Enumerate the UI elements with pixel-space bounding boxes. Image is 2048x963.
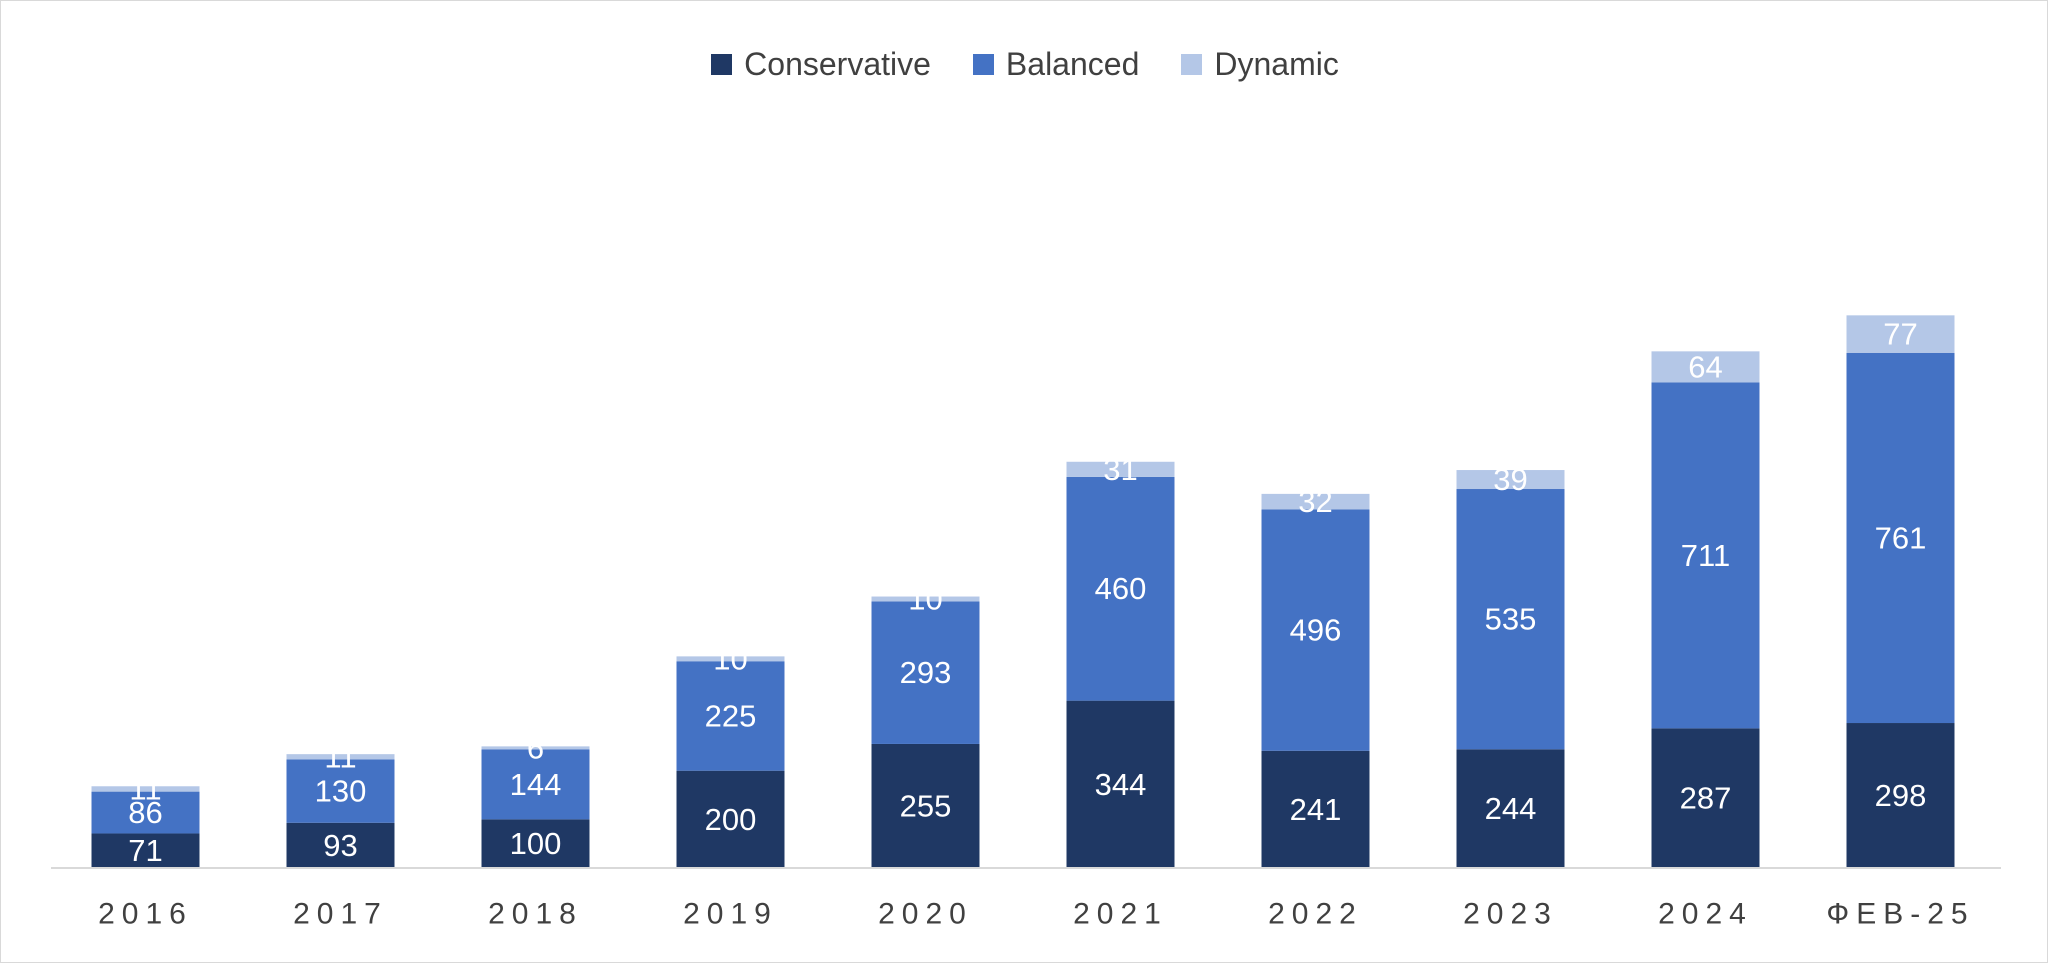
data-label-dynamic-4: 10 — [908, 581, 942, 616]
bar-balanced-1 — [286, 759, 395, 823]
bar-dynamic-3 — [676, 656, 785, 662]
x-tick-label-8: 2024 — [1658, 898, 1753, 931]
x-tick-label-7: 2023 — [1463, 898, 1558, 931]
bar-conservative-9 — [1846, 723, 1955, 868]
x-tick-label-4: 2020 — [878, 898, 973, 931]
bar-dynamic-4 — [871, 596, 980, 602]
bar-conservative-5 — [1066, 700, 1175, 868]
legend-item-dynamic: Dynamic — [1181, 45, 1339, 83]
bar-balanced-0 — [91, 791, 200, 834]
legend-label-dynamic: Dynamic — [1214, 45, 1339, 82]
legend-label-balanced: Balanced — [1005, 45, 1140, 82]
data-label-dynamic-1: 11 — [324, 739, 356, 774]
bar-dynamic-2 — [481, 746, 590, 750]
bar-balanced-9 — [1846, 352, 1955, 724]
legend-swatch-conservative — [711, 53, 733, 75]
data-label-dynamic-2: 6 — [527, 730, 544, 765]
data-label-conservative-9: 298 — [1875, 778, 1927, 813]
data-label-balanced-1: 130 — [315, 774, 367, 809]
bar-conservative-2 — [481, 819, 590, 868]
x-tick-label-2: 2018 — [488, 898, 583, 931]
x-tick-label-5: 2021 — [1073, 898, 1168, 931]
bar-balanced-3 — [676, 661, 785, 771]
data-label-conservative-6: 241 — [1290, 792, 1342, 827]
data-label-conservative-0: 71 — [128, 833, 162, 868]
bar-balanced-7 — [1456, 489, 1565, 750]
data-label-balanced-0: 86 — [128, 795, 162, 830]
bar-conservative-3 — [676, 770, 785, 868]
bar-balanced-2 — [481, 749, 590, 820]
data-label-dynamic-5: 31 — [1103, 452, 1137, 487]
bar-balanced-8 — [1651, 382, 1760, 729]
data-label-conservative-1: 93 — [323, 828, 357, 863]
bar-dynamic-8 — [1651, 351, 1760, 383]
bar-balanced-6 — [1261, 509, 1370, 751]
x-tick-label-6: 2022 — [1268, 898, 1363, 931]
data-label-dynamic-8: 64 — [1688, 349, 1722, 384]
bar-dynamic-6 — [1261, 493, 1370, 510]
data-label-balanced-3: 225 — [705, 698, 757, 733]
chart-legend: Conservative Balanced Dynamic — [1, 39, 2048, 89]
bar-dynamic-9 — [1846, 315, 1955, 353]
data-label-balanced-2: 144 — [510, 767, 562, 802]
bar-dynamic-0 — [91, 786, 200, 792]
x-tick-label-3: 2019 — [683, 898, 778, 931]
data-label-dynamic-0: 11 — [129, 771, 161, 806]
x-tick-label-1: 2017 — [293, 898, 388, 931]
data-label-balanced-6: 496 — [1290, 613, 1342, 648]
x-tick-label-0: 2016 — [98, 898, 193, 931]
data-label-balanced-4: 293 — [900, 655, 952, 690]
data-label-conservative-7: 244 — [1485, 791, 1537, 826]
bar-conservative-8 — [1651, 728, 1760, 868]
legend-swatch-dynamic — [1181, 53, 1203, 75]
bar-conservative-0 — [91, 833, 200, 868]
data-label-balanced-7: 535 — [1485, 602, 1537, 637]
data-label-balanced-8: 711 — [1681, 538, 1730, 573]
data-label-conservative-4: 255 — [900, 788, 952, 823]
legend-label-conservative: Conservative — [744, 45, 931, 82]
data-label-dynamic-3: 10 — [713, 641, 747, 676]
bar-dynamic-1 — [286, 754, 395, 760]
bar-dynamic-5 — [1066, 461, 1175, 477]
legend-item-balanced: Balanced — [972, 45, 1140, 83]
legend-item-conservative: Conservative — [711, 46, 931, 83]
data-label-conservative-2: 100 — [510, 826, 562, 861]
data-label-conservative-8: 287 — [1680, 781, 1732, 816]
data-label-balanced-9: 761 — [1875, 520, 1927, 555]
data-label-dynamic-9: 77 — [1883, 317, 1917, 352]
legend-swatch-balanced — [972, 53, 994, 75]
bar-conservative-4 — [871, 743, 980, 868]
data-label-dynamic-7: 39 — [1493, 462, 1527, 497]
data-label-dynamic-6: 32 — [1298, 484, 1332, 519]
bar-balanced-4 — [871, 601, 980, 744]
bar-dynamic-7 — [1456, 470, 1565, 490]
x-tick-label-9: ФЕВ-25 — [1826, 898, 1974, 931]
bar-conservative-7 — [1456, 749, 1565, 868]
bar-balanced-5 — [1066, 476, 1175, 701]
bar-conservative-6 — [1261, 750, 1370, 868]
bar-conservative-1 — [286, 822, 395, 868]
data-label-balanced-5: 460 — [1095, 571, 1147, 606]
data-label-conservative-3: 200 — [705, 802, 757, 837]
data-label-conservative-5: 344 — [1095, 767, 1147, 802]
